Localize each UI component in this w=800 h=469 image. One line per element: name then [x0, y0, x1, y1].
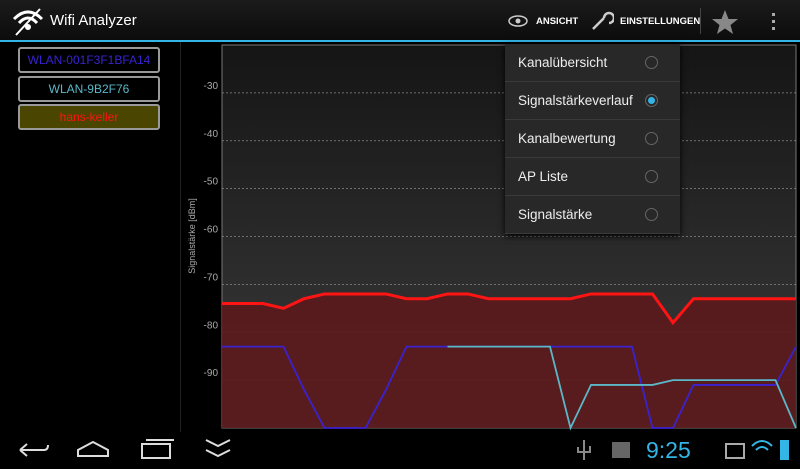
radio[interactable]	[645, 208, 658, 221]
menu-item[interactable]: Signalstärkeverlauf	[505, 82, 680, 120]
menu-button[interactable]	[205, 439, 231, 458]
wifi-icon	[751, 440, 773, 451]
recents-button[interactable]	[141, 439, 174, 459]
menu-item[interactable]: Kanalbewertung	[505, 120, 680, 158]
settings-action[interactable]: EINSTELLUNGEN	[620, 16, 701, 27]
eye-icon[interactable]	[508, 14, 528, 28]
action-bar: Wifi Analyzer ANSICHT EINSTELLUNGEN	[0, 0, 800, 42]
radio[interactable]	[645, 170, 658, 183]
menu-item-label: Kanalübersicht	[518, 55, 608, 70]
y-tick-label: -70	[204, 272, 219, 283]
menu-item[interactable]: Signalstärke	[505, 196, 680, 234]
nav-icons	[19, 439, 789, 460]
plot: -30 -40 -50 -60 -70 -80 -90	[204, 81, 797, 431]
area	[222, 293, 796, 428]
star-icon[interactable]	[711, 9, 739, 35]
y-axis-label: Signalstärke [dBm]	[187, 198, 197, 274]
view-menu: Kanalübersicht Signalstärkeverlauf Kanalbe…	[505, 44, 680, 234]
line	[222, 292, 796, 326]
usb-icon	[577, 440, 591, 460]
y-tick-label: -50	[204, 177, 219, 188]
menu-item[interactable]: Kanalübersicht	[505, 44, 680, 82]
network-button[interactable]: WLAN-001F3F1BFA14	[18, 47, 160, 73]
y-tick-label: -60	[204, 225, 219, 236]
app-title: Wifi Analyzer	[50, 12, 137, 29]
network-button[interactable]: WLAN-9B2F76	[18, 76, 160, 102]
y-tick-label: -80	[204, 320, 219, 331]
y-tick-label: -90	[204, 368, 219, 379]
sd-icon	[725, 443, 745, 459]
radio[interactable]	[645, 56, 658, 69]
clock: 9:25	[646, 437, 691, 463]
network-button[interactable]: hans-keller	[18, 104, 160, 130]
menu-item[interactable]: AP Liste	[505, 158, 680, 196]
view-action[interactable]: ANSICHT	[536, 16, 579, 27]
network-list: WLAN-001F3F1BFA14 WLAN-9B2F76 hans-kelle…	[0, 42, 181, 432]
y-tick-label: -40	[204, 129, 219, 140]
navigation-bar: 9:25	[0, 432, 800, 469]
menu-item-label: Signalstärkeverlauf	[518, 93, 633, 108]
menu-item-label: Kanalbewertung	[518, 131, 616, 146]
back-button[interactable]	[19, 443, 49, 457]
battery-icon	[780, 440, 789, 460]
overflow-icon[interactable]	[770, 12, 778, 32]
wrench-icon[interactable]	[590, 10, 614, 32]
radio[interactable]	[645, 94, 658, 107]
y-tick-label: -30	[204, 81, 219, 92]
radio[interactable]	[645, 132, 658, 145]
menu-item-label: AP Liste	[518, 169, 569, 184]
menu-item-label: Signalstärke	[518, 207, 593, 222]
image-icon	[612, 442, 630, 458]
app-icon	[12, 8, 44, 36]
home-button[interactable]	[77, 440, 109, 457]
line	[447, 345, 797, 431]
